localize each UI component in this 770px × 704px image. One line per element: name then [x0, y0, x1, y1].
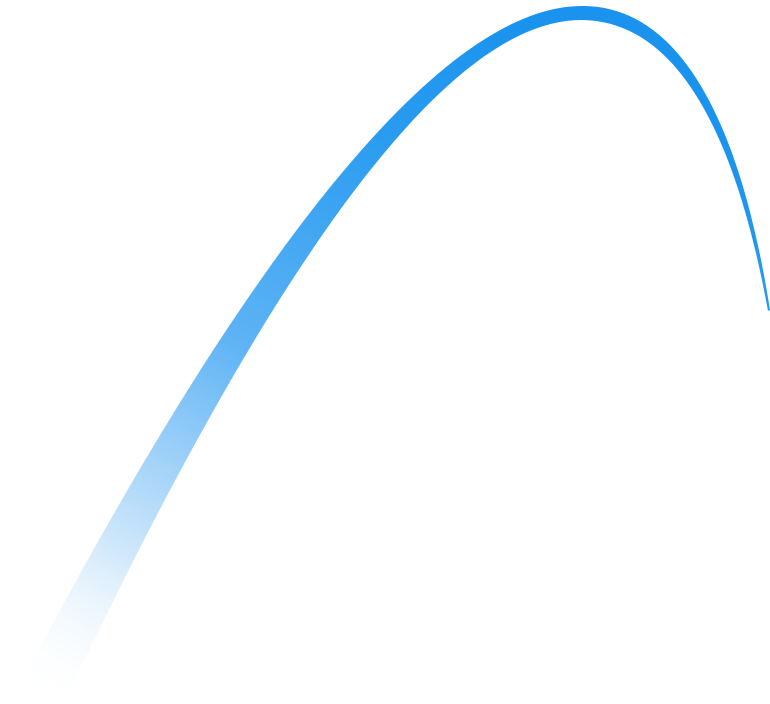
decorative-arc	[15, 5, 770, 695]
